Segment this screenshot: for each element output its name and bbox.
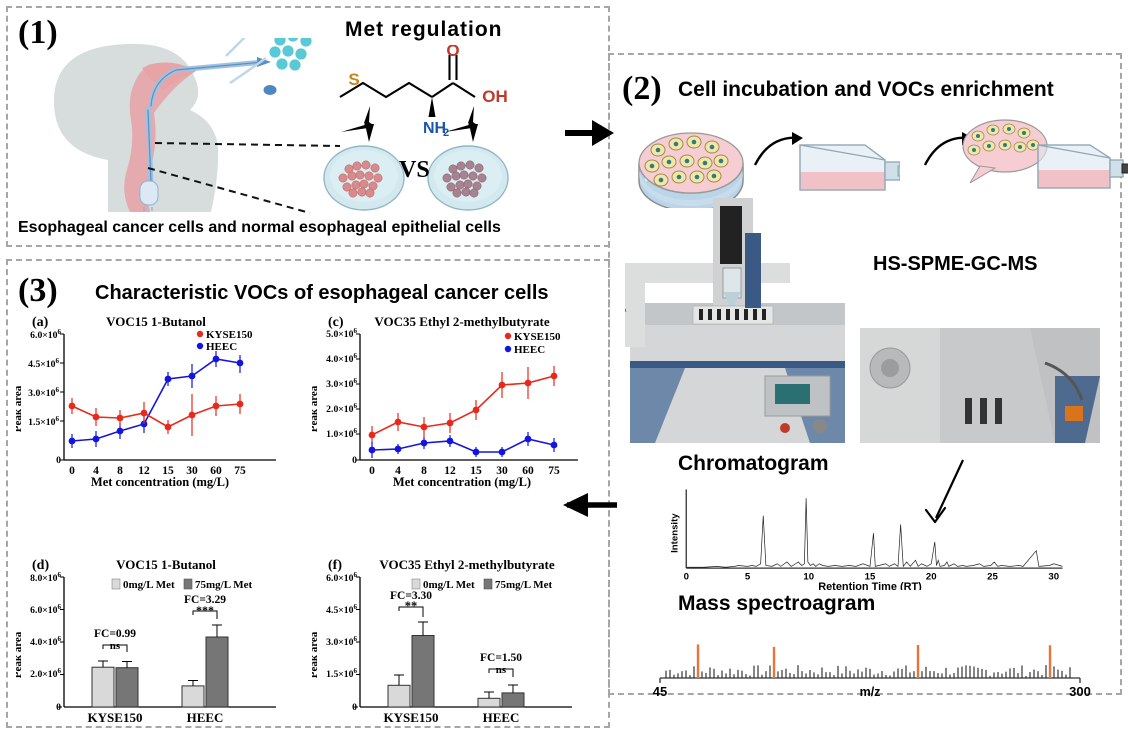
- svg-text:HEEC: HEEC: [187, 710, 224, 725]
- svg-text:Retention Time (RT): Retention Time (RT): [818, 581, 922, 590]
- svg-text:O: O: [446, 45, 459, 60]
- svg-text:5: 5: [745, 572, 751, 583]
- svg-text:***: ***: [196, 603, 214, 617]
- svg-text:8.0×106: 8.0×106: [30, 571, 61, 584]
- svg-text:(a): (a): [32, 315, 49, 330]
- svg-text:**: **: [405, 599, 418, 613]
- svg-text:3.0×106: 3.0×106: [28, 386, 59, 399]
- svg-text:1.0×106: 1.0×106: [326, 427, 357, 440]
- svg-text:(c): (c): [328, 315, 344, 330]
- svg-text:Peak area: Peak area: [16, 631, 24, 678]
- svg-text:6.0×106: 6.0×106: [30, 603, 61, 616]
- svg-text:3.0×106: 3.0×106: [326, 377, 357, 390]
- svg-text:2.0×106: 2.0×106: [30, 667, 61, 680]
- svg-text:1.5×106: 1.5×106: [28, 415, 59, 428]
- svg-text:KYSE150: KYSE150: [88, 710, 143, 725]
- svg-text:2: 2: [443, 127, 449, 139]
- svg-text:OH: OH: [482, 87, 508, 106]
- svg-text:0mg/L Met: 0mg/L Met: [123, 579, 175, 591]
- svg-text:(d): (d): [32, 558, 49, 573]
- svg-text:Met concentration (mg/L): Met concentration (mg/L): [91, 475, 229, 489]
- svg-text:4.0×106: 4.0×106: [30, 635, 61, 648]
- svg-text:75: 75: [548, 465, 560, 477]
- svg-text:4.5×106: 4.5×106: [28, 357, 59, 370]
- svg-text:45: 45: [653, 684, 667, 699]
- svg-text:Peak area: Peak area: [16, 385, 24, 432]
- svg-text:10: 10: [803, 572, 814, 583]
- svg-text:S: S: [348, 70, 359, 89]
- svg-text:KYSE150: KYSE150: [514, 331, 561, 343]
- svg-text:4.5×106: 4.5×106: [326, 603, 357, 616]
- svg-text:1.5×106: 1.5×106: [326, 667, 357, 680]
- svg-text:300: 300: [1069, 684, 1091, 699]
- svg-text:5.0×106: 5.0×106: [326, 327, 357, 340]
- svg-text:ns: ns: [496, 664, 507, 676]
- svg-text:6.0×106: 6.0×106: [326, 571, 357, 584]
- svg-text:4.0×106: 4.0×106: [326, 352, 357, 365]
- svg-text:FC=0.99: FC=0.99: [94, 628, 136, 640]
- svg-text:0: 0: [369, 465, 375, 477]
- svg-text:2.0×106: 2.0×106: [326, 402, 357, 415]
- svg-text:ns: ns: [110, 640, 121, 652]
- svg-text:75mg/L Met: 75mg/L Met: [495, 579, 552, 591]
- svg-text:75: 75: [234, 465, 246, 477]
- svg-text:m/z: m/z: [860, 685, 881, 699]
- svg-text:Met concentration (mg/L): Met concentration (mg/L): [393, 475, 531, 489]
- svg-text:3.0×106: 3.0×106: [326, 635, 357, 648]
- svg-text:(f): (f): [328, 558, 342, 573]
- svg-text:30: 30: [1048, 572, 1059, 583]
- svg-text:KYSE150: KYSE150: [384, 710, 439, 725]
- svg-text:FC=1.50: FC=1.50: [480, 652, 522, 664]
- svg-text:VOC35 Ethyl 2-methylbutyrate: VOC35 Ethyl 2-methylbutyrate: [379, 557, 554, 572]
- svg-text:KYSE150: KYSE150: [206, 329, 253, 341]
- svg-text:75mg/L Met: 75mg/L Met: [195, 579, 252, 591]
- svg-text:HEEC: HEEC: [483, 710, 520, 725]
- svg-text:6.0×106: 6.0×106: [30, 328, 61, 341]
- svg-text:HEEC: HEEC: [206, 341, 237, 353]
- svg-text:Peak area: Peak area: [312, 385, 320, 432]
- svg-text:VOC15 1-Butanol: VOC15 1-Butanol: [116, 557, 216, 572]
- svg-text:0: 0: [684, 572, 689, 583]
- svg-text:20: 20: [926, 572, 937, 583]
- svg-text:0: 0: [69, 465, 75, 477]
- svg-text:25: 25: [987, 572, 998, 583]
- svg-text:Peak area: Peak area: [312, 631, 320, 678]
- svg-text:HEEC: HEEC: [514, 344, 545, 356]
- svg-text:VOC35 Ethyl 2-methylbutyrate: VOC35 Ethyl 2-methylbutyrate: [374, 314, 549, 329]
- svg-text:VOC15 1-Butanol: VOC15 1-Butanol: [106, 314, 206, 329]
- svg-text:Intensity: Intensity: [670, 513, 681, 553]
